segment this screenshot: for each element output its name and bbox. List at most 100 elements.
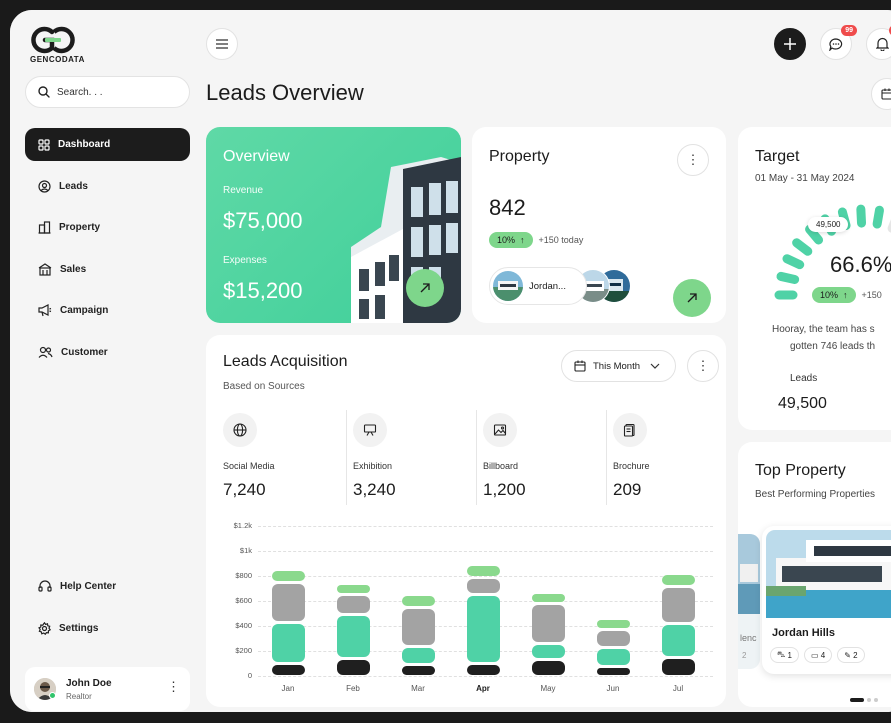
globe-icon (223, 413, 257, 447)
period-dropdown[interactable]: This Month (561, 350, 676, 382)
bar-segment[interactable] (661, 658, 695, 675)
property-card-title: Jordan Hills (772, 627, 835, 639)
bed-icon: ▭ (810, 650, 819, 660)
target-change-note: +150 (861, 290, 882, 300)
bar-segment[interactable] (466, 665, 500, 675)
bar-segment[interactable] (661, 587, 695, 622)
bar-segment[interactable] (401, 596, 435, 606)
target-leads-value: 49,500 (778, 395, 827, 412)
bar-segment[interactable] (401, 608, 435, 645)
bar-segment[interactable] (466, 578, 500, 594)
bar-segment[interactable] (271, 623, 305, 662)
bar-segment[interactable] (466, 566, 500, 576)
sidebar-item-campaign[interactable]: Campaign (25, 294, 190, 327)
source-label: Social Media (223, 461, 275, 471)
property-change-row: 10% ↑ +150 today (489, 232, 583, 248)
sidebar-item-label: Settings (59, 622, 99, 634)
bar-segment[interactable] (271, 665, 305, 675)
gauge-tick (792, 238, 813, 256)
property-card-main[interactable]: Jordan Hills ⛍ 1 ▭ 4 ✎ 2 (762, 526, 891, 674)
x-tick-label: Apr (476, 684, 490, 693)
y-tick-label: $600 (235, 596, 252, 605)
user-name: John Doe (66, 677, 112, 689)
grid-line (258, 676, 713, 677)
carousel-dot-active[interactable] (850, 698, 864, 702)
bar-segment[interactable] (336, 660, 370, 675)
arrow-up-icon: ↑ (843, 290, 848, 300)
feature-value: 1 (787, 650, 792, 660)
user-menu-icon[interactable]: ⋮ (167, 679, 180, 694)
search-input[interactable] (57, 86, 177, 98)
bar-segment[interactable] (531, 661, 565, 675)
bar-segment[interactable] (401, 647, 435, 664)
overview-open-button[interactable] (406, 269, 444, 307)
brochure-icon (613, 413, 647, 447)
top-property-subtitle: Best Performing Properties (755, 489, 876, 500)
sidebar-item-sales[interactable]: Sales (25, 253, 190, 286)
bar-segment[interactable] (596, 631, 630, 646)
property-value: 842 (489, 195, 526, 220)
calendar-button[interactable] (871, 78, 891, 110)
property-open-button[interactable] (673, 279, 711, 317)
property-image (766, 530, 891, 618)
bar-segment[interactable] (336, 585, 370, 594)
car-icon: ⛍ (777, 650, 786, 659)
sidebar-item-settings[interactable]: Settings (25, 612, 190, 645)
carousel-dots[interactable] (850, 698, 878, 702)
bar-segment[interactable] (531, 645, 565, 659)
brand-logo[interactable]: GENCODATA (30, 26, 90, 64)
tools-icon: ✎ (844, 650, 851, 660)
source-billboard: Billboard 1,200 (483, 413, 526, 500)
bar-segment[interactable] (336, 616, 370, 657)
add-button[interactable] (774, 28, 806, 60)
user-profile[interactable]: John Doe Realtor ⋮ (25, 667, 190, 711)
menu-toggle-button[interactable] (206, 28, 238, 60)
bar-segment[interactable] (271, 571, 305, 581)
search-icon (38, 86, 50, 98)
notifications-button[interactable]: 3 (866, 25, 891, 60)
bar-segment[interactable] (596, 648, 630, 665)
carousel-dot[interactable] (867, 698, 871, 702)
property-more-button[interactable]: ⋮ (677, 144, 709, 176)
bar-segment[interactable] (271, 583, 305, 621)
carousel-dot[interactable] (874, 698, 878, 702)
bar-segment[interactable] (466, 596, 500, 662)
y-tick-label: $200 (235, 646, 252, 655)
bar-segment[interactable] (661, 625, 695, 656)
revenue-value: $75,000 (223, 208, 303, 233)
overview-card: Overview Revenue $75,000 Expenses $15,20… (206, 127, 461, 323)
dashboard-icon (38, 138, 50, 151)
chevron-down-icon (650, 363, 660, 369)
bar-segment[interactable] (596, 667, 630, 675)
acquisition-title: Leads Acquisition (223, 353, 348, 370)
sidebar-item-dashboard[interactable]: Dashboard (25, 128, 190, 161)
bar-segment[interactable] (661, 575, 695, 585)
source-value: 7,240 (223, 480, 266, 499)
messages-button[interactable]: 99 (820, 25, 857, 60)
top-property-title: Top Property (755, 462, 846, 479)
sidebar-item-customer[interactable]: Customer (25, 336, 190, 369)
gauge-tooltip: 49,500 (808, 217, 849, 232)
property-card-prev[interactable]: lenc 2 (738, 534, 760, 669)
property-chip[interactable]: Jordan... (489, 267, 587, 305)
bar-segment[interactable] (531, 593, 565, 602)
sidebar-item-property[interactable]: Property (25, 211, 190, 244)
period-label: This Month (593, 360, 640, 372)
bar-segment[interactable] (596, 620, 630, 629)
sidebar-item-help-center[interactable]: Help Center (25, 570, 190, 603)
grid-line (258, 551, 713, 552)
x-tick-label: May (540, 684, 556, 693)
sidebar-item-leads[interactable]: Leads (25, 170, 190, 203)
target-percent: 66.6% (830, 252, 891, 277)
more-vertical-icon: ⋮ (696, 358, 710, 373)
acquisition-more-button[interactable]: ⋮ (687, 350, 719, 382)
chat-icon (829, 37, 843, 51)
x-tick-label: Jul (672, 684, 684, 693)
target-leads-label: Leads (790, 373, 818, 384)
sidebar-item-label: Leads (59, 180, 88, 192)
bar-segment[interactable] (401, 666, 435, 675)
bar-segment[interactable] (531, 605, 565, 642)
y-tick-label: $400 (235, 621, 252, 630)
bar-segment[interactable] (336, 596, 370, 614)
search-box[interactable] (25, 76, 190, 108)
